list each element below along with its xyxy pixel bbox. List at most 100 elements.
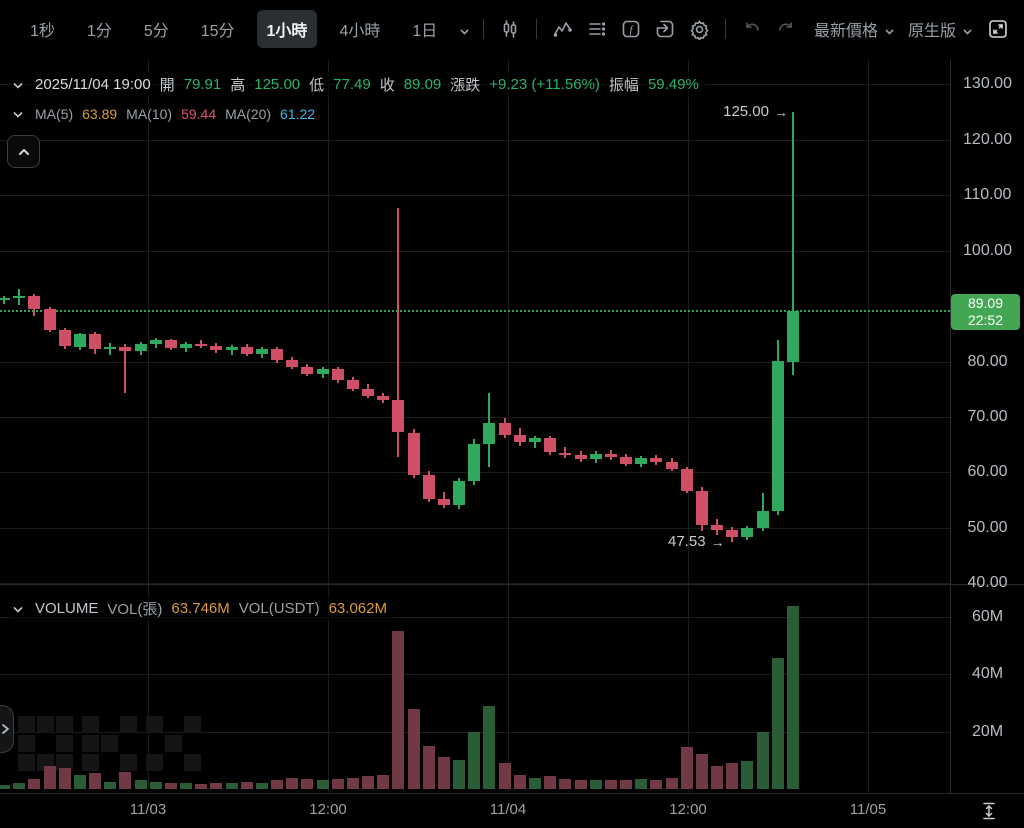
volume-bar	[665, 777, 678, 789]
candle-datetime: 2025/11/04 19:00	[35, 76, 151, 93]
candle	[786, 311, 799, 362]
auto-fit-scale-icon[interactable]	[975, 800, 1003, 822]
time-axis[interactable]	[0, 793, 1024, 828]
time-axis-label: 11/05	[849, 801, 887, 818]
okx-watermark-glyph	[146, 716, 201, 771]
volume-bar	[589, 780, 602, 789]
arrow-right-icon: →	[774, 103, 788, 120]
volume-bar	[210, 783, 223, 789]
candle-wick	[124, 343, 127, 394]
volume-legend-row: VOLUME VOL(張) 63.746M VOL(USDT) 63.062M	[10, 596, 393, 621]
high-price-annotation: 125.00 →	[723, 103, 788, 120]
price-gridline	[0, 195, 950, 196]
low-annotation-text: 47.53	[668, 533, 706, 550]
open-label: 開	[159, 77, 175, 94]
high-value: 125.00	[254, 76, 301, 93]
redo-icon[interactable]	[774, 17, 798, 41]
price-axis-label: 40.00	[967, 574, 1008, 592]
indicator-list-icon[interactable]	[585, 17, 609, 41]
volume-bar	[726, 763, 739, 789]
ma-collapse-chevron-icon[interactable]	[10, 106, 26, 122]
pane-expand-handle[interactable]	[0, 705, 14, 753]
candle	[589, 453, 602, 460]
timeframe-button-5m[interactable]: 5分	[143, 23, 169, 40]
price-mode-dropdown[interactable]: 最新價格	[814, 17, 894, 41]
volume-bar	[711, 766, 723, 789]
candle	[195, 343, 208, 346]
formula-fx-icon[interactable]: f	[619, 17, 643, 41]
candle	[513, 434, 526, 443]
ma10-label: MA(10)	[126, 106, 173, 122]
last-price-badge: 89.09 22:52	[951, 294, 1020, 330]
indicators-icon[interactable]	[551, 17, 575, 41]
volume-bar	[225, 782, 238, 789]
vol-contracts-label: VOL(張)	[107, 601, 163, 618]
watermark-cell	[56, 716, 73, 733]
candle	[301, 367, 314, 374]
watermark-cell	[146, 735, 163, 752]
candle	[726, 530, 739, 538]
volume-bar	[483, 705, 496, 789]
timeframe-button-4h[interactable]: 4小時	[339, 23, 381, 40]
pane-separator[interactable]	[0, 584, 1024, 585]
collapse-panel-button[interactable]	[7, 135, 40, 168]
volume-bar	[316, 780, 329, 789]
timeframe-button-15m[interactable]: 15分	[200, 23, 235, 40]
watermark-cell	[82, 716, 99, 733]
price-gridline	[0, 139, 950, 141]
candle	[43, 309, 56, 330]
price-axis-label: 100.00	[963, 241, 1012, 259]
candle	[483, 422, 496, 444]
template-import-icon[interactable]	[653, 17, 677, 41]
candle	[89, 334, 101, 349]
close-label: 收	[379, 77, 395, 94]
candle	[377, 395, 390, 401]
toolbar-divider	[536, 19, 538, 39]
volume-bar	[544, 776, 557, 789]
candle-wick	[564, 446, 567, 458]
timeframe-button-1s[interactable]: 1秒	[30, 23, 55, 40]
volume-bar	[498, 763, 511, 789]
candle	[756, 510, 769, 528]
candle-type-icon[interactable]	[498, 17, 522, 41]
watermark-cell	[101, 754, 118, 771]
price-axis-label: 60.00	[967, 463, 1008, 481]
price-axis-label: 120.00	[963, 130, 1012, 148]
timeframe-button-1d[interactable]: 1日	[412, 23, 438, 40]
fullscreen-icon[interactable]	[986, 17, 1010, 41]
okx-watermark-glyph	[82, 716, 137, 771]
candle	[271, 349, 284, 361]
volume-bar	[346, 777, 359, 789]
volume-collapse-chevron-icon[interactable]	[10, 601, 26, 617]
okx-watermark	[18, 716, 201, 771]
time-gridline	[328, 60, 329, 793]
timeframe-button-1m[interactable]: 1分	[86, 23, 112, 40]
more-timeframes-chevron-icon[interactable]	[459, 24, 469, 35]
candle	[58, 329, 71, 347]
chart-version-dropdown[interactable]: 原生版	[908, 17, 972, 41]
candle	[650, 458, 663, 463]
candle	[392, 400, 405, 433]
watermark-cell	[120, 716, 137, 733]
okx-watermark-glyph	[18, 716, 73, 771]
volume-bar	[468, 731, 481, 789]
candle	[286, 360, 299, 367]
vol-usdt-value: 63.062M	[328, 600, 387, 617]
amplitude-value: 59.49%	[647, 76, 699, 93]
timeframe-button-1h[interactable]: 1小時	[256, 10, 318, 48]
volume-bar	[104, 781, 117, 789]
price-axis-label: 130.00	[963, 75, 1012, 92]
price-gridline	[0, 250, 950, 252]
volume-bar	[377, 774, 390, 789]
candle	[407, 432, 420, 475]
settings-gear-icon[interactable]	[687, 17, 711, 41]
volume-bar	[513, 774, 526, 789]
high-annotation-text: 125.00	[723, 103, 769, 120]
candle	[73, 334, 86, 348]
time-axis-label: 11/03	[129, 801, 167, 818]
undo-icon[interactable]	[740, 17, 764, 41]
ohlc-collapse-chevron-icon[interactable]	[10, 77, 26, 93]
volume-bar	[331, 779, 344, 789]
volume-bar	[271, 780, 284, 789]
candle	[149, 340, 162, 344]
